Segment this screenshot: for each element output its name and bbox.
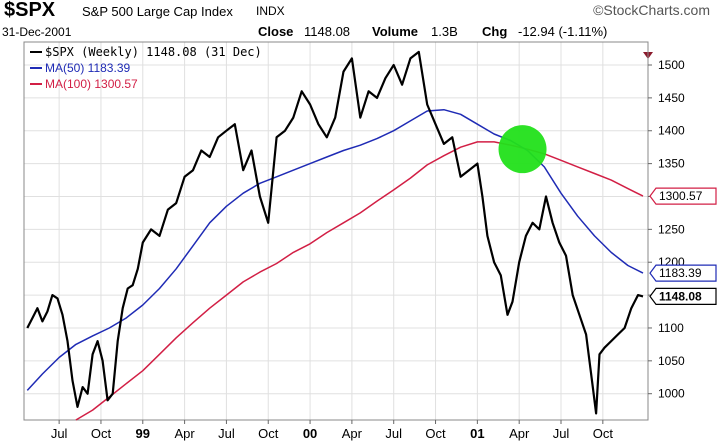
close-label: Close xyxy=(258,24,294,39)
legend-ma50-label: MA(50) 1183.39 xyxy=(45,61,130,75)
x-tick-label: 00 xyxy=(303,426,317,441)
x-tick-label: Oct xyxy=(425,426,446,441)
x-tick-label: Apr xyxy=(342,426,363,441)
ma50-line[interactable] xyxy=(26,108,644,391)
y-tick-label: 1100 xyxy=(658,321,684,335)
y-tick-label: 1500 xyxy=(658,58,685,72)
volume-label: Volume xyxy=(372,24,418,39)
legend-ma100-label: MA(100) 1300.57 xyxy=(45,77,138,91)
y-tick-label: 1000 xyxy=(658,387,685,401)
last-ma100-tag-box xyxy=(649,187,717,205)
last-ma50-tag: 1183.39 xyxy=(659,266,702,280)
volume-value: 1.3B xyxy=(431,24,458,39)
x-tick-label: Jul xyxy=(218,426,235,441)
chg-value: -12.94 (-1.11%) xyxy=(518,24,608,39)
last-value-tags: 1148.08 1183.39 1300.57 xyxy=(649,187,717,305)
chg-label: Chg xyxy=(482,24,508,39)
x-tick-label: 99 xyxy=(136,426,150,441)
ma100-line[interactable] xyxy=(75,141,644,421)
x-tick-label: Jul xyxy=(51,426,68,441)
last-ma50-tag-box xyxy=(649,264,717,282)
highlight-marker xyxy=(498,125,547,174)
exchange-label: INDX xyxy=(256,4,285,18)
x-tick-label: Oct xyxy=(91,426,112,441)
quote-bar: 31-Dec-2001 Close 1148.08 Volume 1.3B Ch… xyxy=(0,22,720,59)
x-tick-label: 01 xyxy=(470,426,484,441)
quote-date: 31-Dec-2001 xyxy=(2,25,72,39)
x-tick-label: Oct xyxy=(593,426,614,441)
last-price-tag: 1148.08 xyxy=(659,289,702,303)
legend: $SPX (Weekly) 1148.08 (31 Dec) MA(50) 118… xyxy=(30,45,262,91)
ticker-symbol: $SPX xyxy=(4,0,56,21)
y-axis: 1000105011001150120012501300135014001450… xyxy=(648,58,685,401)
chart-header: $SPX S&P 500 Large Cap Index INDX ©Stock… xyxy=(0,0,720,21)
series-layer xyxy=(26,50,644,421)
x-tick-label: Oct xyxy=(258,426,279,441)
last-price-tag-box xyxy=(649,287,717,305)
y-tick-label: 1450 xyxy=(658,91,685,105)
y-tick-label: 1350 xyxy=(658,157,685,171)
price-line[interactable] xyxy=(26,50,644,415)
x-tick-label: Apr xyxy=(509,426,530,441)
y-tick-label: 1050 xyxy=(658,354,685,368)
index-name: S&P 500 Large Cap Index xyxy=(82,4,233,19)
x-tick-label: Jul xyxy=(553,426,570,441)
brand-logo[interactable]: ©StockCharts.com xyxy=(593,2,710,18)
plot-frame xyxy=(23,41,649,421)
legend-price-label: $SPX (Weekly) 1148.08 (31 Dec) xyxy=(45,45,262,59)
close-value: 1148.08 xyxy=(304,24,351,39)
x-tick-label: Apr xyxy=(174,426,195,441)
y-tick-label: 1400 xyxy=(658,124,685,138)
last-ma100-tag: 1300.57 xyxy=(659,189,703,203)
x-axis: Jul Oct 99 Apr Jul Oct 00 Apr Jul Oct 01 Apr Jul Oct xyxy=(51,420,614,441)
y-tick-label: 1250 xyxy=(658,222,685,236)
x-tick-label: Jul xyxy=(385,426,402,441)
